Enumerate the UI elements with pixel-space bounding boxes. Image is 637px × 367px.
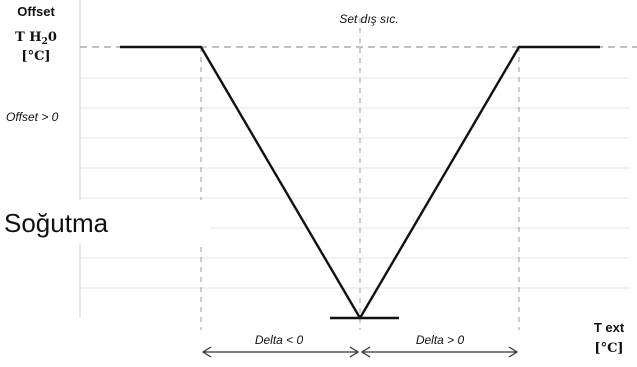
delta-positive-arrowhead-left bbox=[360, 346, 371, 358]
offset-positive-label: Offset > 0 bbox=[6, 110, 59, 124]
setpoint-label: Set dış sıc. bbox=[339, 12, 398, 26]
delta-negative-arrowhead-left bbox=[201, 346, 212, 358]
y-axis-title: Offset bbox=[17, 4, 55, 19]
y-axis-quantity-main: T H bbox=[15, 30, 41, 45]
y-axis-quantity: T H20 bbox=[15, 30, 57, 47]
y-axis-quantity-sub: 2 bbox=[42, 37, 48, 47]
delta-positive-arrowhead-right bbox=[508, 346, 519, 358]
y-axis-quantity-tail: 0 bbox=[48, 30, 57, 45]
x-axis-title: T ext bbox=[594, 320, 625, 335]
delta-negative-label: Delta < 0 bbox=[255, 333, 304, 347]
grid-lines bbox=[80, 77, 630, 289]
y-axis-unit: [°C] bbox=[21, 49, 50, 64]
mode-label: Soğutma bbox=[4, 208, 109, 238]
x-axis-unit: [°C] bbox=[594, 341, 623, 356]
delta-positive-label: Delta > 0 bbox=[416, 333, 465, 347]
mode-label-backing bbox=[0, 200, 210, 244]
delta-negative-arrowhead-right bbox=[349, 346, 360, 358]
